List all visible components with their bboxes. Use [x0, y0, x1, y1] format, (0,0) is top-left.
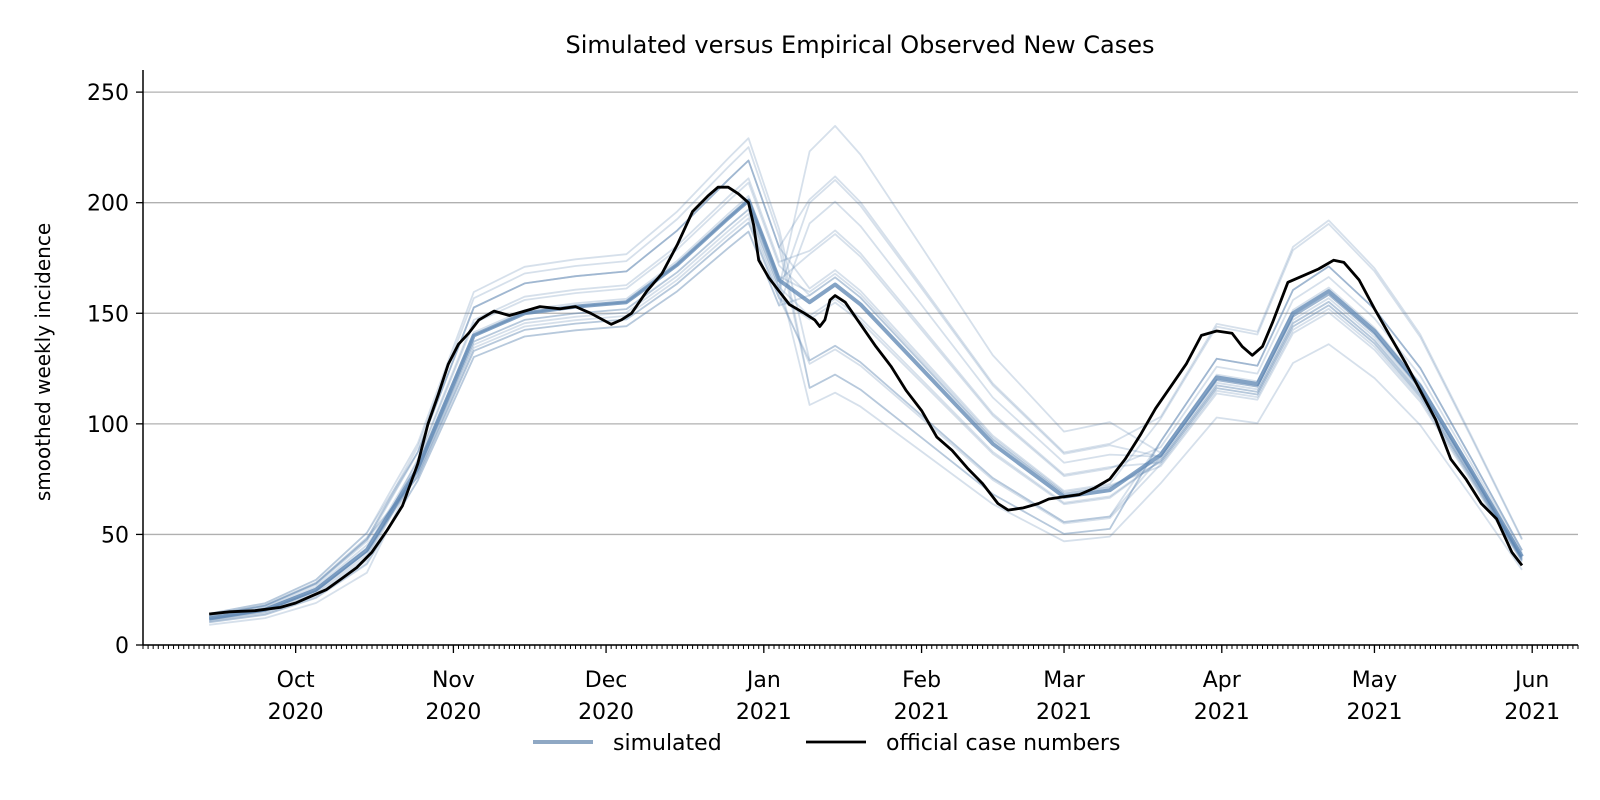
simulated-line: [209, 221, 1523, 617]
x-tick-label-year: 2020: [425, 700, 481, 725]
chart-title: Simulated versus Empirical Observed New …: [565, 31, 1154, 59]
y-tick-label: 250: [87, 81, 129, 106]
x-tick-label-month: Jun: [1513, 668, 1549, 693]
simulated-line: [209, 137, 1523, 615]
x-tick-label-month: Nov: [432, 668, 475, 693]
legend: simulated official case numbers: [533, 731, 1120, 756]
x-tick-label-year: 2021: [1346, 700, 1402, 725]
x-tick-label-year: 2021: [736, 700, 792, 725]
simulated-lines: [209, 125, 1523, 626]
simulated-line: [209, 159, 1523, 615]
simulated-line: [209, 159, 1523, 617]
legend-label: official case numbers: [886, 731, 1120, 756]
x-tick-label-year: 2021: [1504, 700, 1560, 725]
simulated-line: [209, 125, 1523, 621]
official-case-numbers-line: [209, 185, 1524, 616]
y-tick-label: 200: [87, 192, 129, 217]
axes: 0 50 100 150 200 250 Oct 2020 Nov 2020 Dec 2020 Jan 2…: [87, 70, 1579, 725]
x-tick-label-month: Jan: [745, 668, 781, 693]
x-tick-label-year: 2021: [894, 700, 950, 725]
y-tick-label: 150: [87, 302, 129, 327]
y-tick-label: 0: [115, 634, 129, 659]
y-tick-label: 100: [87, 413, 129, 438]
simulated-line: [209, 200, 1523, 624]
simulated-line: [209, 159, 1523, 617]
series-lines: [208, 185, 1524, 621]
simulated-line: [209, 146, 1523, 617]
y-tick-label: 50: [101, 523, 129, 548]
simulated-line: [209, 177, 1523, 622]
simulated-line: [209, 217, 1523, 620]
x-tick-label-month: Dec: [585, 668, 628, 693]
x-tick-label-month: Feb: [902, 668, 941, 693]
x-tick-label-year: 2021: [1036, 700, 1092, 725]
x-tick-label-month: May: [1352, 668, 1397, 693]
x-tick-label-month: Apr: [1203, 668, 1242, 693]
simulated-line: [209, 181, 1523, 619]
x-tick-label-year: 2020: [578, 700, 634, 725]
y-axis-label: smoothed weekly incidence: [31, 223, 55, 501]
simulated-median-line: [208, 198, 1524, 621]
x-tick-label-year: 2021: [1194, 700, 1250, 725]
x-tick-label-month: Mar: [1043, 668, 1085, 693]
simulated-line: [209, 221, 1523, 616]
x-tick-label-year: 2020: [268, 700, 324, 725]
simulated-line: [209, 208, 1523, 618]
x-tick-label-month: Oct: [277, 668, 315, 693]
simulated-line: [209, 179, 1523, 620]
legend-label: simulated: [613, 731, 722, 756]
simulated-line: [209, 230, 1523, 624]
